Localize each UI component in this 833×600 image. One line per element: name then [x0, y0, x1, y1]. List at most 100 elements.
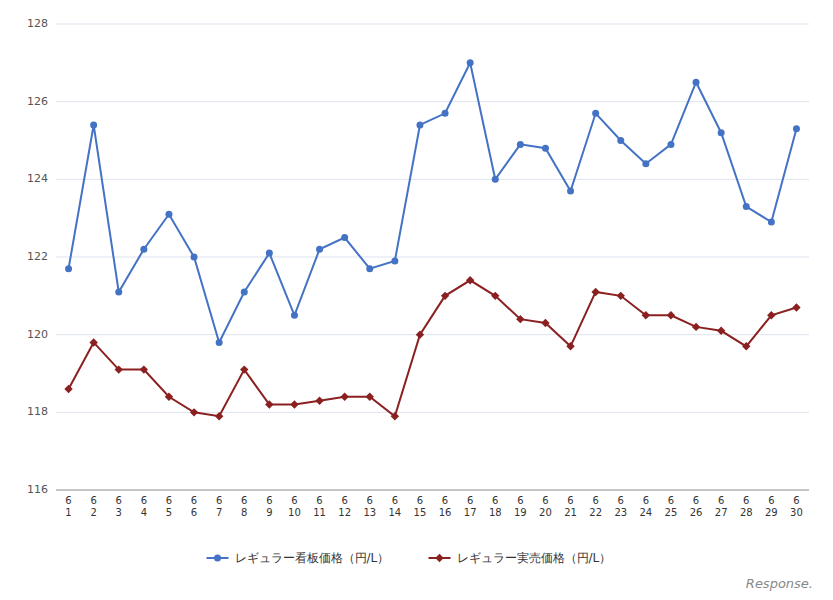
- x-tick-label-line: 6: [467, 495, 473, 506]
- data-point: [693, 79, 700, 86]
- x-tick-label: 616: [439, 495, 452, 518]
- data-point: [316, 246, 323, 253]
- y-tick-label: 122: [27, 250, 48, 263]
- x-tick-label: 614: [388, 495, 401, 518]
- x-tick-label-line: 6: [567, 495, 573, 506]
- x-tick-label: 610: [288, 495, 301, 518]
- data-point: [717, 327, 725, 335]
- data-point: [442, 110, 449, 117]
- x-tick-label: 67: [216, 495, 222, 518]
- data-point: [216, 339, 223, 346]
- x-tick-label: 630: [790, 495, 803, 518]
- x-tick-label-line: 5: [166, 507, 172, 518]
- legend-marker: [435, 554, 443, 562]
- x-tick-label-line: 8: [241, 507, 247, 518]
- y-tick-label: 128: [27, 17, 48, 30]
- data-point: [441, 292, 449, 300]
- data-point: [89, 338, 97, 346]
- x-tick-label: 64: [141, 495, 147, 518]
- grid-line: [56, 101, 809, 102]
- x-tick-label: 618: [489, 495, 502, 518]
- data-point: [667, 311, 675, 319]
- x-tick-label-line: 6: [166, 495, 172, 506]
- x-tick-label-line: 6: [216, 495, 222, 506]
- x-tick-label-line: 6: [191, 495, 197, 506]
- x-tick-label-line: 6: [392, 495, 398, 506]
- series-line: [69, 280, 797, 416]
- x-tick-label-line: 6: [492, 495, 498, 506]
- data-point: [692, 323, 700, 331]
- x-tick-label-line: 7: [216, 507, 222, 518]
- y-tick-label: 124: [27, 172, 48, 185]
- x-tick-label: 617: [464, 495, 477, 518]
- data-point: [341, 234, 348, 241]
- x-tick-label-line: 27: [715, 507, 728, 518]
- series: [64, 276, 800, 420]
- legend-label: レギュラー実売価格（円/L）: [457, 551, 612, 565]
- series-line: [69, 63, 797, 343]
- data-point: [491, 292, 499, 300]
- x-tick-label-line: 25: [665, 507, 678, 518]
- x-tick-label-line: 17: [464, 507, 477, 518]
- x-tick-label-line: 4: [141, 507, 147, 518]
- data-point: [743, 203, 750, 210]
- x-tick-label-line: 6: [793, 495, 799, 506]
- data-point: [466, 276, 474, 284]
- data-point: [391, 257, 398, 264]
- data-point: [366, 393, 374, 401]
- x-tick-label: 615: [414, 495, 427, 518]
- grid-line: [56, 24, 809, 25]
- data-point: [315, 396, 323, 404]
- data-point: [191, 254, 198, 261]
- x-tick-label-line: 6: [417, 495, 423, 506]
- x-tick-label-line: 6: [718, 495, 724, 506]
- x-tick-label: 626: [690, 495, 703, 518]
- data-point: [591, 288, 599, 296]
- series: [65, 59, 800, 346]
- x-tick-label-line: 1: [65, 507, 71, 518]
- data-point: [792, 303, 800, 311]
- x-axis-line: [56, 490, 809, 491]
- x-tick-label-line: 6: [341, 495, 347, 506]
- x-tick-label-line: 6: [618, 495, 624, 506]
- x-tick-label: 628: [740, 495, 753, 518]
- x-tick-label: 65: [166, 495, 172, 518]
- y-tick-label: 126: [27, 95, 48, 108]
- x-tick-label-line: 13: [363, 507, 376, 518]
- x-tick-label-line: 6: [768, 495, 774, 506]
- data-point: [642, 160, 649, 167]
- data-point: [416, 121, 423, 128]
- data-point: [416, 330, 424, 338]
- legend-item: レギュラー看板価格（円/L）: [207, 551, 390, 565]
- legend-label: レギュラー看板価格（円/L）: [235, 551, 390, 565]
- x-tick-label-line: 6: [592, 495, 598, 506]
- x-tick-label: 612: [338, 495, 351, 518]
- x-tick-label-line: 6: [291, 495, 297, 506]
- x-tick-label-line: 19: [514, 507, 527, 518]
- data-point: [340, 393, 348, 401]
- x-tick-label: 622: [589, 495, 602, 518]
- data-point: [266, 250, 273, 257]
- data-point: [165, 393, 173, 401]
- x-tick-label-line: 23: [614, 507, 627, 518]
- x-tick-label-line: 20: [539, 507, 552, 518]
- data-point: [165, 211, 172, 218]
- data-point: [190, 408, 198, 416]
- x-tick-label-line: 6: [743, 495, 749, 506]
- data-point: [241, 288, 248, 295]
- data-point: [90, 121, 97, 128]
- legend-marker: [214, 555, 221, 562]
- x-tick-label: 629: [765, 495, 778, 518]
- x-tick-label: 68: [241, 495, 247, 518]
- grid-line: [56, 257, 809, 258]
- data-point: [64, 385, 72, 393]
- data-point: [793, 125, 800, 132]
- y-tick-label: 120: [27, 328, 48, 341]
- data-point: [667, 141, 674, 148]
- x-tick-label-line: 6: [266, 495, 272, 506]
- x-tick-label-line: 6: [693, 495, 699, 506]
- x-tick-label: 625: [665, 495, 678, 518]
- x-tick-label: 62: [90, 495, 96, 518]
- x-tick-label-line: 22: [589, 507, 602, 518]
- x-tick-label: 627: [715, 495, 728, 518]
